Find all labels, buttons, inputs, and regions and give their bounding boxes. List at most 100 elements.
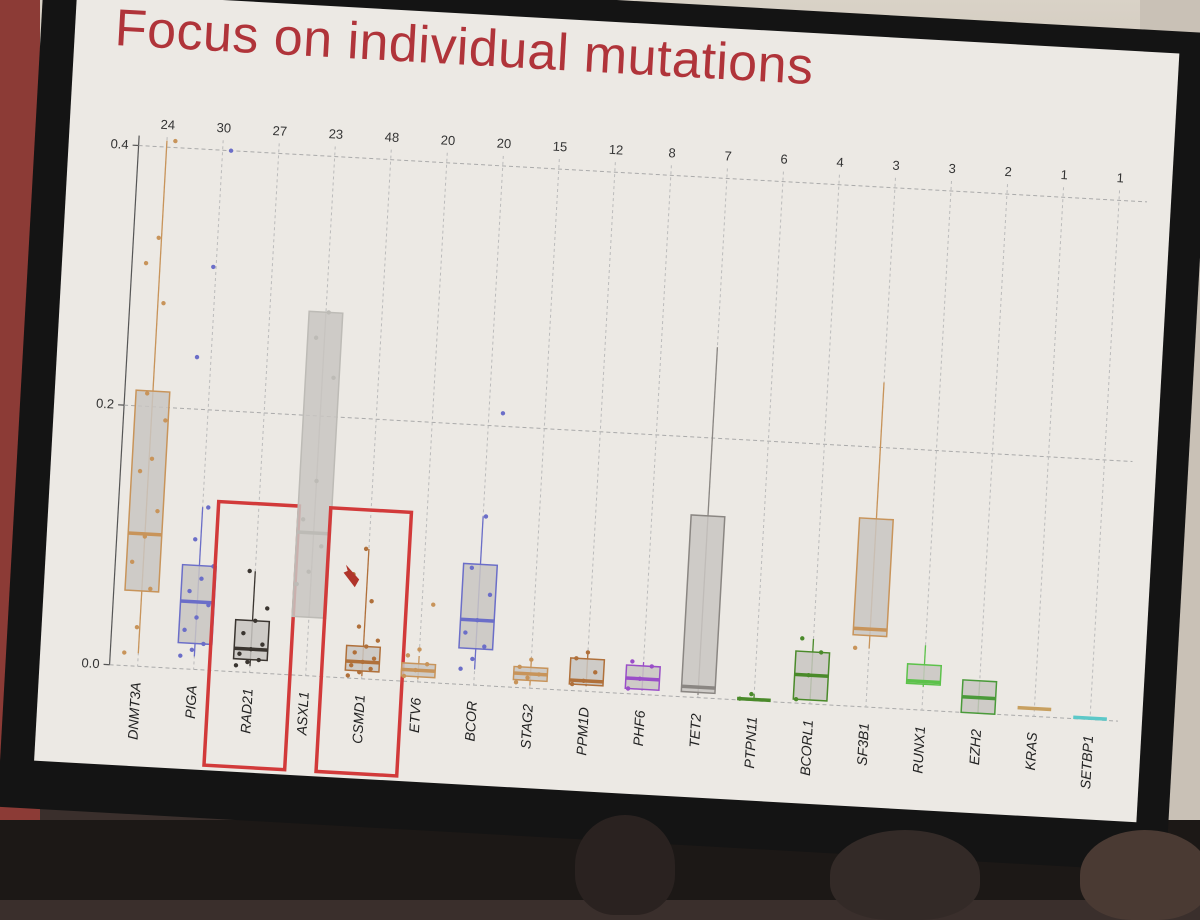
- median-line: [853, 628, 887, 630]
- x-tick-label: PHF6: [630, 710, 648, 747]
- x-tick-label: RUNX1: [909, 726, 928, 774]
- x-tick-label: PTPN11: [741, 716, 760, 769]
- count-label: 2: [1004, 164, 1012, 179]
- y-gridline: [139, 146, 1147, 202]
- data-point: [406, 653, 411, 658]
- x-tick-label: SF3B1: [854, 722, 872, 766]
- median-line: [907, 681, 941, 683]
- box: [292, 311, 343, 618]
- data-point: [173, 139, 178, 144]
- category-guide-line: [586, 162, 616, 691]
- data-point: [211, 265, 216, 270]
- count-label: 30: [216, 120, 231, 136]
- data-point: [369, 599, 374, 604]
- x-tick-label: KRAS: [1022, 731, 1040, 771]
- category-guide-line: [754, 172, 784, 701]
- data-point: [245, 660, 250, 665]
- median-line: [181, 601, 215, 603]
- x-tick-label: TET2: [686, 713, 704, 748]
- x-tick-label: ETV6: [406, 697, 424, 733]
- data-point: [800, 636, 805, 641]
- category-guide-line: [1090, 190, 1120, 719]
- count-label: 27: [272, 123, 287, 139]
- median-line: [570, 680, 604, 682]
- data-point: [229, 148, 234, 153]
- category-guide-line: [418, 153, 448, 682]
- data-point: [345, 673, 350, 678]
- median-line: [626, 678, 660, 680]
- data-point: [853, 645, 858, 650]
- count-label: 8: [668, 145, 676, 160]
- data-point: [135, 625, 140, 630]
- median-line: [514, 673, 548, 675]
- data-point: [417, 647, 422, 652]
- data-point: [195, 355, 200, 360]
- x-tick-label: SETBP1: [1077, 735, 1096, 790]
- x-tick-label: BCOR: [462, 701, 480, 742]
- box: [681, 515, 724, 693]
- x-tick-label: BCORL1: [797, 719, 816, 776]
- count-label: 12: [608, 142, 623, 158]
- data-point: [234, 663, 239, 668]
- x-tick-label: EZH2: [966, 729, 984, 766]
- cursor-arrow-icon: [343, 565, 360, 588]
- count-label: 4: [836, 155, 844, 170]
- audience-head: [575, 815, 675, 915]
- data-point: [190, 647, 195, 652]
- median-line: [682, 686, 716, 688]
- count-label: 20: [496, 136, 511, 152]
- data-point: [514, 680, 519, 685]
- count-label: 1: [1116, 170, 1124, 185]
- audience-head: [830, 830, 980, 920]
- count-label: 7: [724, 148, 732, 163]
- data-point: [501, 411, 506, 416]
- data-point: [122, 650, 127, 655]
- data-point: [630, 659, 635, 664]
- data-point: [431, 602, 436, 607]
- category-guide-line: [530, 159, 560, 688]
- x-tick-label: STAG2: [517, 703, 535, 749]
- count-label: 48: [384, 129, 399, 145]
- data-point: [364, 547, 369, 552]
- data-point: [470, 657, 475, 662]
- y-tick-label: 0.0: [81, 655, 100, 671]
- data-point: [161, 301, 166, 306]
- median-line: [1018, 708, 1052, 710]
- count-label: 23: [328, 126, 343, 142]
- data-point: [458, 666, 463, 671]
- data-point: [265, 606, 270, 611]
- data-point: [144, 261, 149, 266]
- data-point: [529, 657, 534, 662]
- data-point: [178, 653, 183, 658]
- box: [459, 563, 497, 649]
- category-guide-line: [642, 165, 672, 694]
- count-label: 24: [160, 117, 175, 133]
- data-point: [206, 505, 211, 510]
- count-label: 3: [892, 158, 900, 173]
- x-tick-label: PPM1D: [573, 707, 592, 756]
- data-point: [156, 235, 161, 240]
- median-line: [737, 699, 771, 701]
- box-plot-chart: 0.00.20.424DNMT3A30PIGA27RAD2123ASXL148C…: [34, 0, 1179, 822]
- category-guide-line: [978, 184, 1008, 713]
- data-point: [357, 624, 362, 629]
- count-label: 1: [1060, 167, 1068, 182]
- median-line: [962, 697, 996, 699]
- data-point: [247, 569, 252, 574]
- category-guide-line: [810, 175, 840, 704]
- data-point: [749, 692, 754, 697]
- median-line: [1073, 717, 1107, 719]
- x-tick-label: ASXL1: [293, 691, 311, 736]
- y-tick-label: 0.2: [96, 396, 115, 412]
- count-label: 15: [552, 139, 567, 155]
- data-point: [193, 537, 198, 542]
- x-tick-label: DNMT3A: [124, 682, 143, 740]
- audience-head: [1080, 830, 1200, 920]
- median-line: [795, 674, 829, 676]
- x-tick-label: CSMD1: [349, 694, 368, 744]
- y-tick-label: 0.4: [110, 136, 129, 152]
- count-label: 6: [780, 151, 788, 166]
- data-point: [484, 514, 489, 519]
